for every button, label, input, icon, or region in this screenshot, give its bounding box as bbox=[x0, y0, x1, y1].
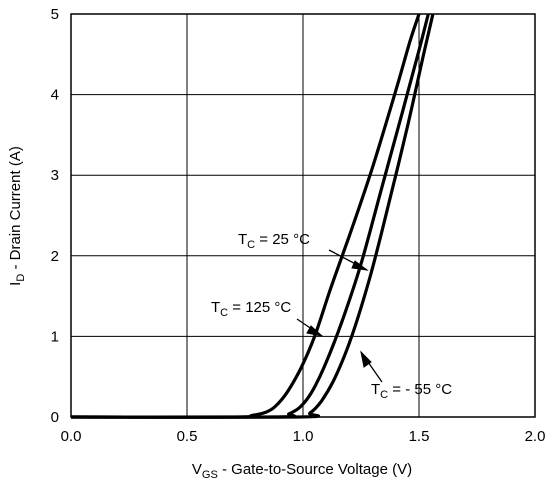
annotation-tc-25: TC = 25 °C bbox=[238, 231, 310, 251]
y-tick-label: 2 bbox=[51, 248, 59, 265]
y-tick-label: 5 bbox=[51, 6, 59, 23]
y-axis-title: ID - Drain Current (A) bbox=[7, 146, 27, 286]
y-tick-label: 3 bbox=[51, 167, 59, 184]
plot-frame bbox=[70, 13, 536, 418]
y-tick-label: 1 bbox=[51, 328, 59, 345]
x-tick-label: 0.0 bbox=[61, 428, 82, 445]
curve-tc-25 bbox=[70, 13, 430, 419]
annotation-arrows bbox=[296, 249, 383, 383]
x-tick-label: 2.0 bbox=[525, 428, 546, 445]
grid-lines bbox=[71, 14, 535, 417]
x-tick-label: 1.5 bbox=[409, 428, 430, 445]
arrowhead-tc-125 bbox=[306, 325, 324, 337]
y-tick-label: 0 bbox=[51, 409, 59, 426]
annotation-tc-125: TC = 125 °C bbox=[211, 299, 291, 319]
x-tick-label: 1.0 bbox=[293, 428, 314, 445]
y-tick-label: 4 bbox=[51, 87, 59, 104]
curve-tc-125 bbox=[70, 13, 421, 419]
arrowhead-tc-minus-55 bbox=[360, 350, 372, 368]
curve-tc-minus-55 bbox=[70, 13, 435, 419]
annotation-tc-minus-55: TC = - 55 °C bbox=[371, 381, 452, 401]
x-axis-title: VGS - Gate-to-Source Voltage (V) bbox=[192, 461, 412, 481]
arrowhead-tc-25 bbox=[351, 260, 369, 271]
axis-ticks: 0.0 0.5 1.0 1.5 2.0 0 1 2 3 4 5 bbox=[51, 6, 546, 445]
curves bbox=[70, 13, 435, 419]
x-tick-label: 0.5 bbox=[177, 428, 198, 445]
